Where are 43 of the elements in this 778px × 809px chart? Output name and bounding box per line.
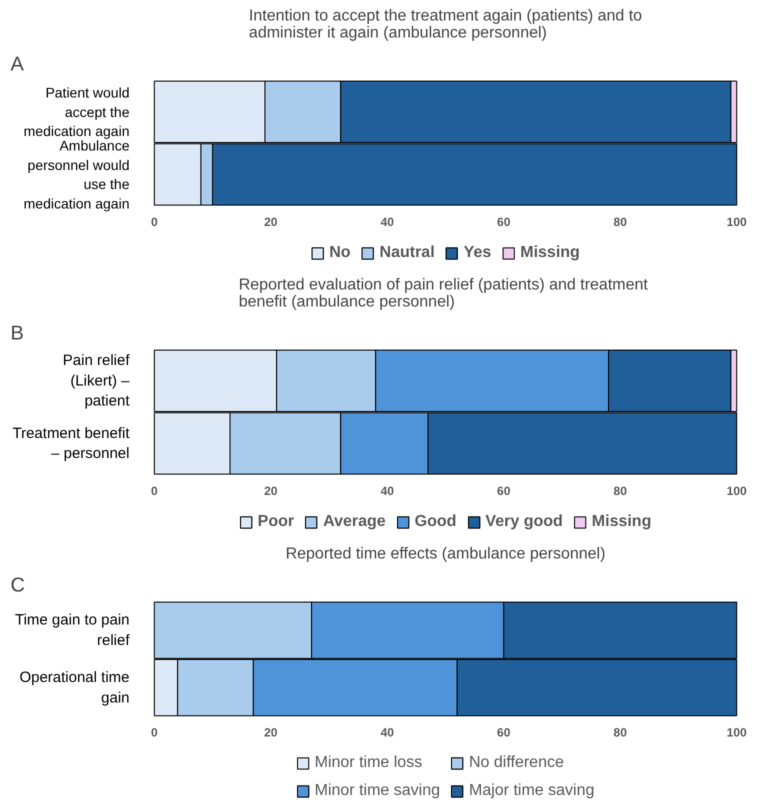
legend-label: Yes [464, 244, 492, 262]
x-tick-label: 40 [380, 484, 394, 498]
y-tick-label: Patient would accept the medication again [24, 84, 130, 140]
legend-label: No difference [469, 754, 564, 772]
x-tick-label: 80 [614, 214, 628, 229]
x-tick-label: 20 [264, 214, 278, 229]
y-tick-label: Treatment benefit – personnel [12, 424, 130, 462]
legend-label: Minor time saving [314, 782, 440, 800]
legend-label: Nautral [380, 244, 435, 262]
x-tick-label: 80 [614, 484, 628, 498]
text: A [10, 54, 24, 76]
legend-label: Minor time loss [314, 754, 422, 772]
x-tick-label: 0 [150, 484, 158, 498]
legend-label: Good [414, 513, 456, 531]
x-tick-label: 100 [726, 725, 748, 740]
legend-label: Missing [592, 513, 652, 531]
chart-title: Reported evaluation of pain relief (patients) and treatment benefit (ambulance personnel) [238, 276, 648, 310]
x-tick-label: 60 [497, 484, 511, 498]
x-tick-label: 80 [614, 725, 628, 740]
chart-title: Reported time effects (ambulance personnel) [286, 546, 606, 562]
legend-label: Very good [485, 513, 563, 531]
y-tick-label: Ambulance personnel would use the medication again [24, 138, 130, 212]
x-tick-label: 60 [497, 725, 511, 740]
x-tick-label: 20 [264, 484, 278, 498]
text: C [10, 574, 25, 596]
legend-label: Major time saving [469, 782, 594, 800]
x-tick-label: 0 [150, 214, 158, 229]
x-tick-label: 40 [380, 725, 394, 740]
legend-label: Average [323, 513, 386, 531]
x-tick-label: 20 [264, 725, 278, 740]
legend-label: Poor [258, 513, 294, 531]
y-tick-label: Time gain to pain relief [14, 612, 130, 649]
legend-label: Missing [520, 244, 580, 262]
chart-title: Intention to accept the treatment again (patients) and to administer it again (ambulance personnel) [248, 8, 642, 42]
x-tick-label: 100 [726, 484, 748, 498]
legend-label: No [329, 244, 351, 262]
text: B [10, 322, 24, 344]
y-tick-label: Operational time gain [19, 668, 130, 706]
x-tick-label: 100 [726, 214, 748, 229]
y-tick-label: Pain relief (Likert) – patient [62, 352, 130, 410]
x-tick-label: 40 [380, 214, 394, 229]
x-tick-label: 0 [150, 725, 158, 740]
x-tick-label: 60 [497, 214, 511, 229]
